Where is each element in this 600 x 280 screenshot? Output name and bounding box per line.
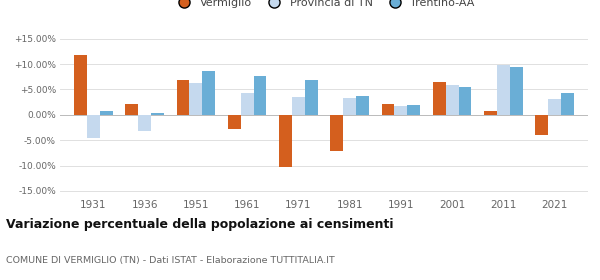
Bar: [343, 97, 356, 115]
Bar: [446, 85, 458, 115]
Bar: [292, 97, 305, 115]
Bar: [484, 111, 497, 115]
Bar: [394, 106, 407, 115]
Legend: Vermiglio, Provincia di TN, Trentino-AA: Vermiglio, Provincia di TN, Trentino-AA: [169, 0, 479, 13]
Bar: [138, 115, 151, 131]
Bar: [228, 115, 241, 129]
Bar: [497, 65, 510, 115]
Bar: [382, 104, 394, 115]
Bar: [433, 82, 446, 115]
Bar: [305, 80, 317, 115]
Bar: [279, 115, 292, 167]
Bar: [458, 87, 472, 115]
Bar: [254, 76, 266, 115]
Bar: [176, 80, 190, 115]
Bar: [151, 113, 164, 115]
Bar: [202, 71, 215, 115]
Bar: [331, 115, 343, 151]
Bar: [87, 115, 100, 138]
Text: Variazione percentuale della popolazione ai censimenti: Variazione percentuale della popolazione…: [6, 218, 394, 231]
Bar: [535, 115, 548, 135]
Bar: [548, 99, 561, 115]
Bar: [356, 96, 369, 115]
Bar: [407, 105, 420, 115]
Bar: [241, 93, 254, 115]
Bar: [125, 104, 138, 115]
Bar: [510, 67, 523, 115]
Bar: [74, 55, 87, 115]
Text: COMUNE DI VERMIGLIO (TN) - Dati ISTAT - Elaborazione TUTTITALIA.IT: COMUNE DI VERMIGLIO (TN) - Dati ISTAT - …: [6, 256, 335, 265]
Bar: [100, 111, 113, 115]
Bar: [561, 94, 574, 115]
Bar: [190, 83, 202, 115]
